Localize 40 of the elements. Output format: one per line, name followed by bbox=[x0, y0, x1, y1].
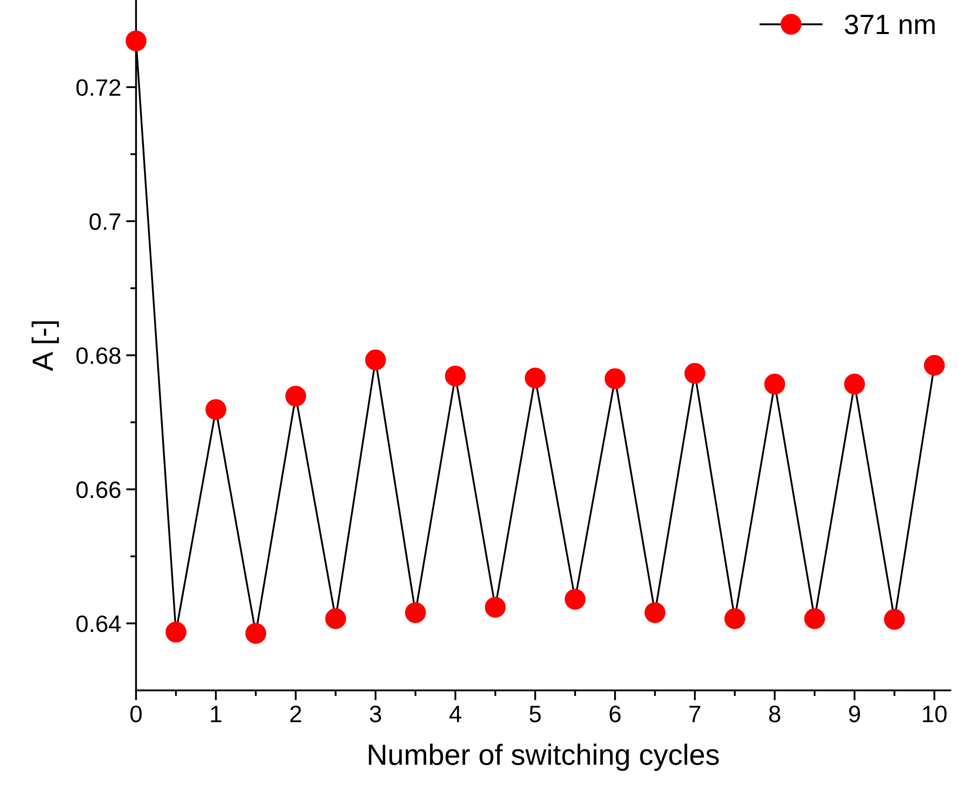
x-tick-label: 0 bbox=[130, 706, 142, 722]
y-tick-label: 0.68 bbox=[76, 347, 120, 364]
y-tick-label: 0.66 bbox=[76, 481, 120, 498]
x-tick-label: 1 bbox=[211, 706, 222, 722]
y-axis-title: A [-] bbox=[32, 321, 59, 372]
point bbox=[205, 399, 226, 420]
point bbox=[285, 386, 306, 407]
x-tick-label: 8 bbox=[769, 706, 780, 722]
point bbox=[604, 368, 626, 390]
x-tick-label: 6 bbox=[610, 706, 621, 722]
y-tick-label: 0.72 bbox=[76, 79, 120, 96]
point bbox=[524, 368, 546, 388]
point bbox=[325, 608, 346, 630]
point bbox=[126, 30, 146, 52]
x-tick-label: 7 bbox=[690, 706, 700, 722]
point bbox=[764, 374, 786, 394]
x-tick-label: 10 bbox=[923, 706, 947, 722]
point bbox=[804, 608, 826, 630]
point bbox=[924, 354, 945, 376]
x-tick-label: 5 bbox=[530, 706, 541, 722]
point bbox=[484, 596, 506, 618]
point bbox=[644, 602, 666, 624]
legend-label: 371 nm bbox=[844, 14, 935, 34]
y-tick-label: 0.7 bbox=[90, 213, 120, 230]
point bbox=[844, 374, 865, 394]
point bbox=[564, 588, 586, 610]
x-axis-title: Number of switching cycles bbox=[368, 744, 719, 771]
point bbox=[405, 602, 426, 624]
x-tick-label: 2 bbox=[290, 706, 302, 722]
point bbox=[884, 608, 905, 630]
point bbox=[684, 362, 706, 384]
x-tick-label: 9 bbox=[849, 706, 860, 722]
point bbox=[724, 608, 746, 630]
y-tick-label: 0.64 bbox=[76, 615, 121, 632]
x-tick-label: 4 bbox=[449, 706, 462, 722]
point bbox=[444, 366, 466, 386]
x-tick-label: 3 bbox=[370, 706, 382, 722]
point bbox=[245, 623, 266, 644]
point bbox=[166, 622, 186, 642]
point bbox=[365, 350, 386, 370]
